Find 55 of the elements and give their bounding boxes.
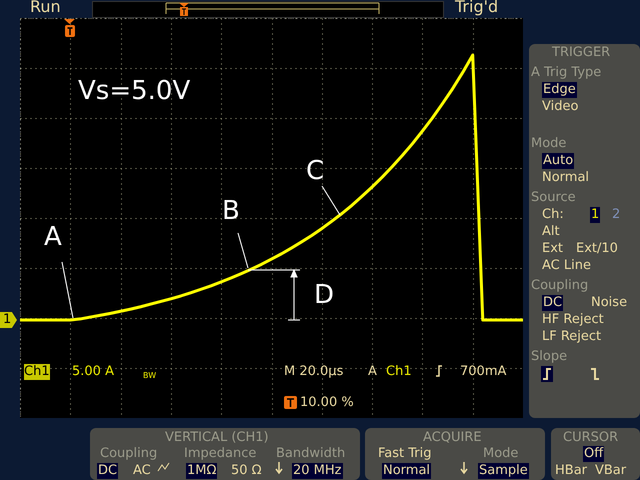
text: Edge xyxy=(542,82,577,98)
text: AC Line xyxy=(542,258,591,274)
text: Alt xyxy=(542,224,560,240)
text: 50 Ω xyxy=(231,463,262,479)
text: A Trig Type xyxy=(531,65,602,81)
text: Run xyxy=(30,0,61,16)
text: VERTICAL (CH1) xyxy=(165,430,269,446)
text: Ch: xyxy=(542,207,564,223)
text: Mode xyxy=(483,446,518,462)
text: Ch1 xyxy=(386,364,412,380)
annotation: A xyxy=(44,222,62,252)
text: HF Reject xyxy=(542,312,604,328)
text: Trig'd xyxy=(455,0,498,16)
text: A xyxy=(368,364,377,380)
text: Off xyxy=(583,446,604,462)
text: ACQUIRE xyxy=(423,430,482,446)
text: Bandwidth xyxy=(276,446,346,462)
text: Mode xyxy=(531,136,566,152)
text: Coupling xyxy=(531,278,588,294)
text: Normal xyxy=(542,170,590,186)
text: 700mA xyxy=(460,364,506,380)
text: DC xyxy=(542,295,564,311)
text: DC xyxy=(97,463,118,479)
text: AC xyxy=(133,463,151,479)
text: CURSOR xyxy=(563,430,618,446)
text: Auto xyxy=(542,153,574,169)
text: 10.00 % xyxy=(300,395,354,411)
text: TRIGGER xyxy=(552,45,610,61)
annotation: D xyxy=(314,280,334,310)
text: 1MΩ xyxy=(186,463,218,479)
text: Normal xyxy=(382,463,432,479)
text: Fast Trig xyxy=(378,446,432,462)
text: Ext xyxy=(542,241,564,257)
text: Sample xyxy=(478,463,529,479)
annotation: C xyxy=(306,156,324,186)
text: Ext/10 xyxy=(576,241,618,257)
text: VBar xyxy=(595,463,626,479)
text: Slope xyxy=(531,349,568,365)
text: LF Reject xyxy=(542,329,602,345)
text: 2 xyxy=(612,207,620,223)
text: Source xyxy=(531,190,576,206)
text: HBar xyxy=(555,463,588,479)
text: 20 MHz xyxy=(292,463,342,479)
text: Ch1 xyxy=(24,364,50,380)
text: 5.00 A xyxy=(72,364,114,380)
text: 1 xyxy=(0,312,17,328)
text: 1 xyxy=(590,207,600,223)
text: M 20.0µs xyxy=(284,364,344,380)
text: Noise xyxy=(591,295,628,311)
annotation: B xyxy=(222,196,240,226)
text: Coupling xyxy=(100,446,158,462)
text: BW xyxy=(143,370,156,382)
text: Impedance xyxy=(184,446,256,462)
annotation: Vs=5.0V xyxy=(78,76,190,106)
text: Video xyxy=(542,99,578,115)
